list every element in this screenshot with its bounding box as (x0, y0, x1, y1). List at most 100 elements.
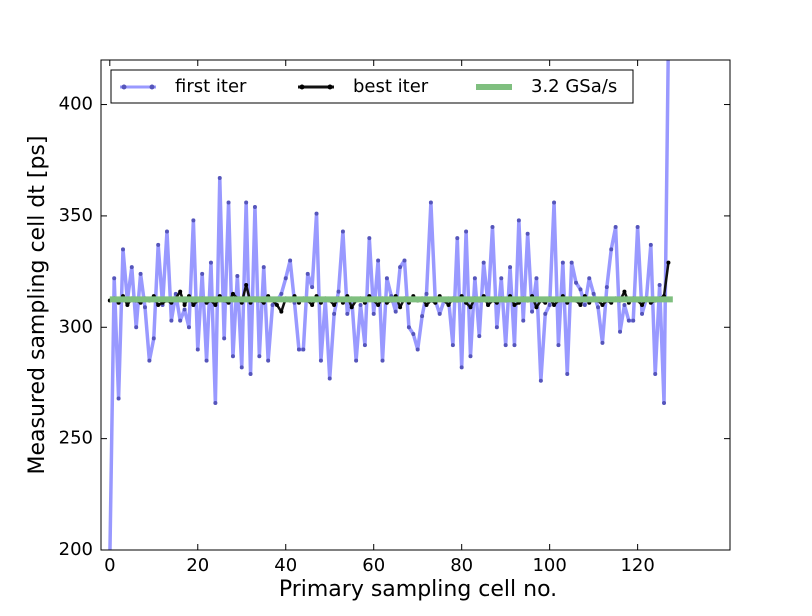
series-marker (252, 205, 257, 209)
series-marker (613, 225, 618, 230)
legend-label: 3.2 GSa/s (531, 76, 617, 97)
series-marker (512, 303, 517, 307)
series-marker (578, 303, 583, 307)
series-marker (182, 307, 187, 312)
series-marker (217, 176, 222, 181)
plot-area (107, 60, 673, 550)
series-line (108, 60, 670, 550)
y-tick-label: 250 (59, 428, 93, 449)
series-marker (186, 325, 191, 330)
series-marker (490, 225, 495, 230)
series-marker (631, 318, 636, 323)
series-marker (398, 305, 403, 310)
x-axis-label: Primary sampling cell no. (279, 577, 557, 602)
series-marker (376, 258, 381, 263)
series-marker (437, 311, 442, 316)
legend-box (110, 69, 634, 104)
series-marker (358, 303, 363, 307)
series-marker (574, 280, 579, 285)
series-marker (120, 247, 125, 252)
series-marker (244, 200, 249, 205)
series-marker (468, 305, 473, 310)
series-marker (521, 318, 526, 323)
series-marker (332, 311, 337, 316)
series-marker (142, 305, 147, 310)
series-marker (156, 303, 161, 307)
series-marker (556, 343, 561, 348)
series-marker (305, 271, 310, 276)
legend-label: first iter (175, 76, 247, 97)
series-marker (600, 340, 605, 345)
series-marker (178, 289, 183, 294)
series-marker (468, 354, 473, 359)
series-marker (248, 372, 253, 377)
series-marker (235, 274, 240, 279)
series-marker (222, 336, 227, 341)
series-marker (622, 303, 627, 307)
legend-marker (121, 84, 127, 90)
series-marker (208, 260, 213, 265)
y-tick-label: 400 (59, 94, 93, 115)
series-marker (349, 305, 354, 310)
series-marker (279, 291, 284, 296)
series-marker (182, 303, 187, 307)
series-marker (244, 282, 249, 287)
series-marker (125, 303, 130, 307)
series-marker (587, 276, 592, 281)
series-marker (446, 303, 451, 307)
series-marker (169, 318, 174, 323)
series-marker (420, 314, 425, 319)
series-marker (508, 265, 513, 270)
series-marker (213, 401, 218, 405)
series-marker (547, 303, 552, 307)
series-marker (415, 347, 420, 352)
series-marker (640, 311, 645, 316)
series-marker (393, 309, 398, 314)
series-marker (424, 291, 429, 296)
series-marker (380, 358, 385, 363)
series-marker (200, 271, 205, 276)
x-tick-label: 20 (186, 555, 209, 576)
series-marker (477, 334, 482, 339)
series-marker (569, 260, 574, 265)
series-marker (657, 282, 662, 287)
series-marker (481, 260, 486, 265)
series-marker (384, 276, 389, 281)
series-marker (288, 258, 293, 263)
series-marker (552, 303, 557, 307)
series-marker (371, 311, 376, 316)
series-marker (406, 325, 411, 330)
series-marker (626, 318, 631, 323)
series-marker (318, 358, 323, 363)
series-marker (239, 365, 244, 370)
series-marker (666, 260, 671, 265)
series-marker (367, 236, 372, 241)
series-marker (156, 242, 161, 247)
series-marker (230, 291, 235, 296)
series-marker (486, 303, 491, 307)
plot-frame (100, 59, 731, 551)
series-marker (332, 303, 337, 307)
series-marker (257, 354, 262, 359)
x-tick-label: 0 (104, 555, 115, 576)
series-marker (472, 276, 477, 281)
series-marker (428, 200, 433, 205)
series-marker (516, 218, 521, 223)
series-marker (604, 285, 609, 290)
series-marker (662, 401, 667, 405)
series-marker (129, 265, 134, 270)
series-marker (398, 265, 403, 270)
series-marker (653, 372, 658, 377)
series-marker (151, 336, 156, 341)
series-marker (525, 231, 530, 236)
series-marker (534, 305, 539, 310)
series-marker (226, 200, 231, 205)
series-marker (459, 365, 464, 370)
series-marker (296, 347, 301, 352)
series-marker (582, 303, 587, 307)
y-tick-label: 300 (59, 316, 93, 337)
y-tick-label: 350 (59, 205, 93, 226)
series-marker (362, 343, 367, 348)
series-marker (600, 303, 605, 307)
series-marker (204, 358, 209, 363)
